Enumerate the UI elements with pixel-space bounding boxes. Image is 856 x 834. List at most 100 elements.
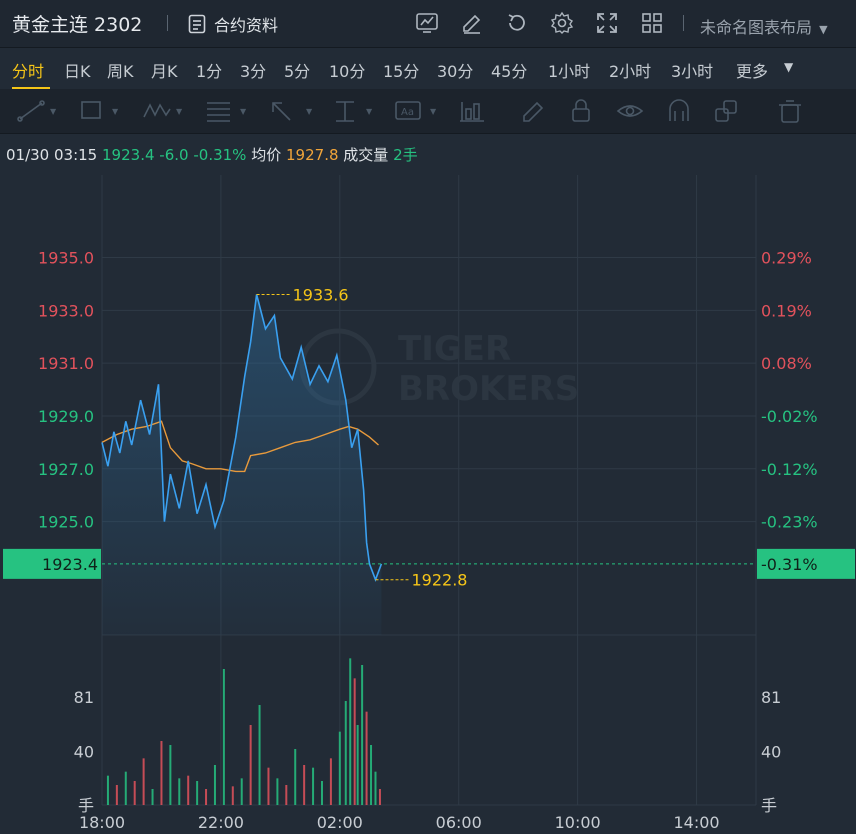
volume-tick-label: 40 bbox=[74, 743, 94, 762]
volume-bar bbox=[294, 749, 297, 805]
refresh-icon[interactable] bbox=[505, 11, 529, 35]
volume-tick-label: 81 bbox=[74, 688, 94, 707]
layout-selector[interactable]: 未命名图表布局 ▼ bbox=[700, 14, 828, 38]
volume-bar bbox=[320, 781, 323, 805]
volume-bar bbox=[196, 781, 199, 805]
period-tab[interactable]: 月K bbox=[151, 62, 178, 81]
svg-text:▼: ▼ bbox=[430, 107, 437, 116]
period-tab[interactable]: 1小时 bbox=[548, 62, 591, 81]
y-axis-pct-label: -0.02% bbox=[761, 407, 818, 426]
y-axis-pct-label: -0.23% bbox=[761, 513, 818, 532]
period-tab[interactable]: 分时 bbox=[12, 62, 45, 81]
gear-icon[interactable] bbox=[550, 11, 574, 35]
drawing-toolbar: Aa ▼ ▼ ▼ ▼ ▼ ▼ ▼ bbox=[0, 89, 856, 134]
fibonacci-tool-icon[interactable] bbox=[207, 102, 230, 122]
volume-unit-label: 手 bbox=[761, 796, 777, 815]
quote-info-line: 01/30 03:15 1923.4 -6.0 -0.31% 均价 1927.8… bbox=[6, 144, 418, 165]
top-toolbar: 黄金主连 2302 合约资料 bbox=[0, 0, 856, 48]
x-axis-tick-label: 10:00 bbox=[555, 813, 601, 832]
watermark-text: BROKERS bbox=[398, 369, 579, 409]
edit-icon[interactable] bbox=[460, 11, 484, 35]
period-tab[interactable]: 1分 bbox=[196, 62, 223, 81]
active-tab-indicator bbox=[12, 87, 50, 89]
x-axis-tick-label: 02:00 bbox=[317, 813, 363, 832]
svg-text:▼: ▼ bbox=[240, 107, 247, 116]
y-axis-tick-label: 1927.0 bbox=[38, 460, 94, 479]
last-pct-tag-bg bbox=[757, 548, 855, 579]
magnet-icon[interactable] bbox=[669, 99, 689, 121]
pattern-tool-icon[interactable] bbox=[143, 103, 171, 118]
svg-text:▼: ▼ bbox=[306, 107, 313, 116]
period-tabs bbox=[0, 48, 856, 88]
period-tab[interactable]: 10分 bbox=[329, 62, 366, 81]
volume-bar bbox=[151, 789, 154, 805]
volume-bar bbox=[344, 701, 347, 805]
quote-change-pct: -0.31% bbox=[193, 146, 247, 164]
lock-icon[interactable] bbox=[572, 99, 590, 122]
chart-type-icon[interactable] bbox=[415, 11, 439, 35]
volume-bar bbox=[349, 658, 352, 805]
chart-grid bbox=[101, 175, 757, 806]
avg-price-value: 1927.8 bbox=[286, 146, 339, 164]
period-tab[interactable]: 15分 bbox=[383, 62, 420, 81]
volume-bar bbox=[374, 771, 377, 805]
caret-down-icon: ▼ bbox=[819, 23, 828, 36]
volume-bar bbox=[361, 665, 364, 805]
y-axis-tick-label: 1933.0 bbox=[38, 301, 94, 320]
period-tab[interactable]: 日K bbox=[64, 62, 91, 81]
trend-line-icon[interactable] bbox=[17, 100, 45, 122]
volume-bar bbox=[213, 765, 216, 805]
volume-bar bbox=[312, 767, 315, 805]
rectangle-tool-icon[interactable] bbox=[81, 101, 101, 119]
price-line bbox=[101, 294, 383, 582]
period-tab[interactable]: 3小时 bbox=[671, 62, 714, 81]
volume-bar bbox=[231, 786, 234, 805]
toolbar-divider bbox=[167, 15, 168, 31]
volume-bar bbox=[115, 785, 118, 805]
volume-bar bbox=[353, 678, 356, 805]
period-tab[interactable]: 3分 bbox=[240, 62, 267, 81]
grid-layout-icon[interactable] bbox=[640, 11, 664, 35]
x-axis-tick-label: 18:00 bbox=[79, 813, 125, 832]
period-tab[interactable]: 30分 bbox=[437, 62, 474, 81]
volume-bar bbox=[338, 731, 341, 805]
volume-value: 2手 bbox=[393, 146, 418, 164]
vertical-line-tool-icon[interactable] bbox=[336, 101, 354, 122]
y-axis-tick-label: 1935.0 bbox=[38, 249, 94, 268]
trash-icon[interactable] bbox=[779, 100, 801, 123]
last-price-tag: 1923.4 bbox=[42, 555, 98, 574]
eye-icon[interactable] bbox=[616, 105, 644, 117]
layers-icon[interactable] bbox=[715, 100, 737, 122]
x-axis-tick-label: 22:00 bbox=[198, 813, 244, 832]
period-tab[interactable]: 5分 bbox=[284, 62, 311, 81]
volume-bar bbox=[378, 789, 381, 805]
volume-tick-label: 81 bbox=[761, 688, 781, 707]
volume-bar bbox=[258, 705, 261, 805]
tool-dropdown-carets: ▼ ▼ ▼ ▼ ▼ ▼ ▼ bbox=[50, 107, 437, 116]
pencil-icon[interactable] bbox=[523, 101, 544, 122]
measure-tool-icon[interactable] bbox=[460, 102, 484, 122]
more-caret-icon[interactable]: ▼ bbox=[784, 60, 794, 74]
y-axis-pct-label: 0.29% bbox=[761, 249, 812, 268]
fullscreen-icon[interactable] bbox=[595, 11, 619, 35]
contract-info-button[interactable]: 合约资料 bbox=[188, 12, 278, 36]
text-tool-icon[interactable]: Aa bbox=[395, 101, 421, 120]
volume-bar bbox=[133, 781, 136, 805]
volume-bar bbox=[276, 778, 279, 805]
arrow-tool-icon[interactable] bbox=[272, 102, 291, 121]
volume-bar bbox=[285, 785, 288, 805]
volume-bar bbox=[267, 767, 270, 805]
svg-text:▼: ▼ bbox=[50, 107, 57, 116]
period-tab[interactable]: 45分 bbox=[491, 62, 528, 81]
avg-price-label: 均价 bbox=[251, 146, 282, 164]
low-price-label: 1922.8 bbox=[411, 571, 467, 590]
volume-bar bbox=[205, 789, 208, 805]
y-axis-pct-label: 0.08% bbox=[761, 354, 812, 373]
period-tab[interactable]: 更多 bbox=[736, 62, 769, 81]
chart-axes: 1935.0 1933.0 1931.0 1929.0 1927.0 1925.0 0.29… bbox=[3, 249, 855, 832]
period-tab[interactable]: 周K bbox=[107, 62, 134, 81]
instrument-title[interactable]: 黄金主连 2302 bbox=[12, 14, 143, 36]
period-tab[interactable]: 2小时 bbox=[609, 62, 652, 81]
volume-bar bbox=[178, 778, 181, 805]
svg-text:▼: ▼ bbox=[366, 107, 373, 116]
